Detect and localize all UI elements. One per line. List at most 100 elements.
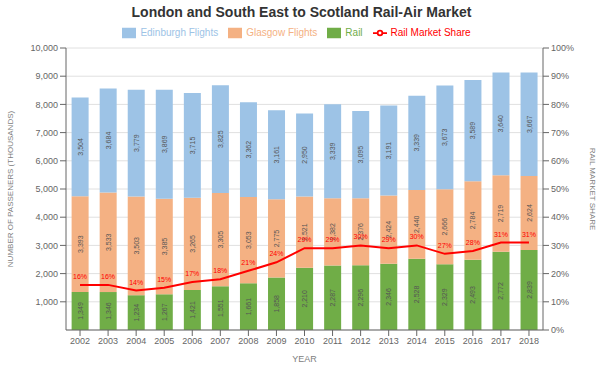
svg-text:2,772: 2,772 [497,282,504,300]
svg-text:2,210: 2,210 [301,290,308,308]
svg-text:2014: 2014 [407,336,427,346]
svg-text:10%: 10% [551,297,569,307]
svg-text:3,191: 3,191 [385,142,392,160]
svg-text:28%: 28% [466,239,480,246]
svg-text:3,000: 3,000 [35,241,58,251]
svg-text:2017: 2017 [491,336,511,346]
svg-text:2006: 2006 [182,336,202,346]
svg-text:1,858: 1,858 [273,295,280,313]
svg-text:2010: 2010 [294,336,314,346]
svg-text:5,000: 5,000 [35,184,58,194]
svg-text:2,346: 2,346 [385,288,392,306]
svg-text:3,503: 3,503 [133,237,140,255]
svg-text:2016: 2016 [463,336,483,346]
svg-text:0%: 0% [551,325,564,335]
svg-text:2,775: 2,775 [273,230,280,248]
svg-text:21%: 21% [241,259,255,266]
svg-text:9,000: 9,000 [35,71,58,81]
svg-text:2,839: 2,839 [526,281,533,299]
svg-text:8,000: 8,000 [35,100,58,110]
svg-text:3,161: 3,161 [273,146,280,164]
svg-text:3,393: 3,393 [77,235,84,253]
svg-text:1,421: 1,421 [189,301,196,319]
svg-text:3,715: 3,715 [189,137,196,155]
svg-text:29%: 29% [382,236,396,243]
svg-text:3,339: 3,339 [413,134,420,152]
svg-text:3,533: 3,533 [105,233,112,251]
svg-text:3,385: 3,385 [161,238,168,256]
svg-text:3,362: 3,362 [245,141,252,159]
svg-text:2015: 2015 [435,336,455,346]
svg-text:3,825: 3,825 [217,130,224,148]
svg-text:2018: 2018 [519,336,539,346]
svg-text:3,504: 3,504 [77,138,84,156]
svg-text:1,551: 1,551 [217,299,224,317]
svg-text:29%: 29% [326,236,340,243]
svg-text:6,000: 6,000 [35,156,58,166]
svg-text:2,440: 2,440 [413,215,420,233]
svg-text:24%: 24% [269,250,283,257]
svg-text:70%: 70% [551,128,569,138]
svg-text:2,666: 2,666 [441,218,448,236]
svg-text:7,000: 7,000 [35,128,58,138]
svg-text:3,265: 3,265 [189,235,196,253]
svg-text:2,528: 2,528 [413,285,420,303]
svg-text:2002: 2002 [70,336,90,346]
svg-text:2012: 2012 [351,336,371,346]
svg-text:100%: 100% [551,43,574,53]
svg-text:31%: 31% [494,231,508,238]
svg-text:40%: 40% [551,212,569,222]
svg-text:3,684: 3,684 [105,132,112,150]
svg-text:50%: 50% [551,184,569,194]
svg-text:RAIL MARKET SHARE: RAIL MARKET SHARE [588,148,595,231]
svg-text:1,661: 1,661 [245,298,252,316]
svg-text:16%: 16% [73,273,87,280]
svg-text:NUMBER OF PASSENERS (THOUSANDS: NUMBER OF PASSENERS (THOUSANDS) [8,111,15,268]
svg-text:2,287: 2,287 [329,289,336,307]
svg-text:3,305: 3,305 [217,231,224,249]
svg-text:1,349: 1,349 [77,302,84,320]
svg-text:2,784: 2,784 [469,212,476,230]
svg-text:3,339: 3,339 [329,142,336,160]
svg-text:17%: 17% [185,270,199,277]
svg-text:2,296: 2,296 [357,289,364,307]
svg-text:30%: 30% [410,233,424,240]
svg-text:31%: 31% [522,231,536,238]
svg-text:3,667: 3,667 [526,115,533,133]
svg-text:60%: 60% [551,156,569,166]
svg-text:2013: 2013 [379,336,399,346]
svg-text:2,624: 2,624 [526,204,533,222]
svg-text:18%: 18% [213,267,227,274]
svg-text:2003: 2003 [98,336,118,346]
svg-text:YEAR: YEAR [292,354,317,364]
svg-text:3,640: 3,640 [497,115,504,133]
svg-text:27%: 27% [438,242,452,249]
svg-text:2005: 2005 [154,336,174,346]
svg-text:3,095: 3,095 [357,146,364,164]
svg-text:2009: 2009 [266,336,286,346]
svg-text:1,234: 1,234 [133,304,140,322]
svg-text:90%: 90% [551,71,569,81]
svg-text:2,000: 2,000 [35,269,58,279]
svg-text:16%: 16% [101,273,115,280]
svg-text:2008: 2008 [238,336,258,346]
svg-text:2007: 2007 [210,336,230,346]
svg-text:29%: 29% [297,236,311,243]
svg-text:2,493: 2,493 [469,286,476,304]
svg-text:30%: 30% [551,241,569,251]
svg-text:2004: 2004 [126,336,146,346]
svg-text:3,589: 3,589 [469,122,476,140]
svg-text:14%: 14% [129,279,143,286]
svg-text:1,346: 1,346 [105,302,112,320]
svg-text:10,000: 10,000 [30,43,58,53]
svg-text:2,329: 2,329 [441,288,448,306]
svg-text:2,719: 2,719 [497,205,504,223]
svg-text:15%: 15% [157,276,171,283]
svg-text:1,000: 1,000 [35,297,58,307]
svg-text:3,869: 3,869 [161,135,168,153]
svg-text:3,779: 3,779 [133,134,140,152]
svg-text:3,673: 3,673 [441,128,448,146]
svg-text:3,053: 3,053 [245,231,252,249]
svg-text:1,267: 1,267 [161,303,168,321]
svg-text:4,000: 4,000 [35,212,58,222]
